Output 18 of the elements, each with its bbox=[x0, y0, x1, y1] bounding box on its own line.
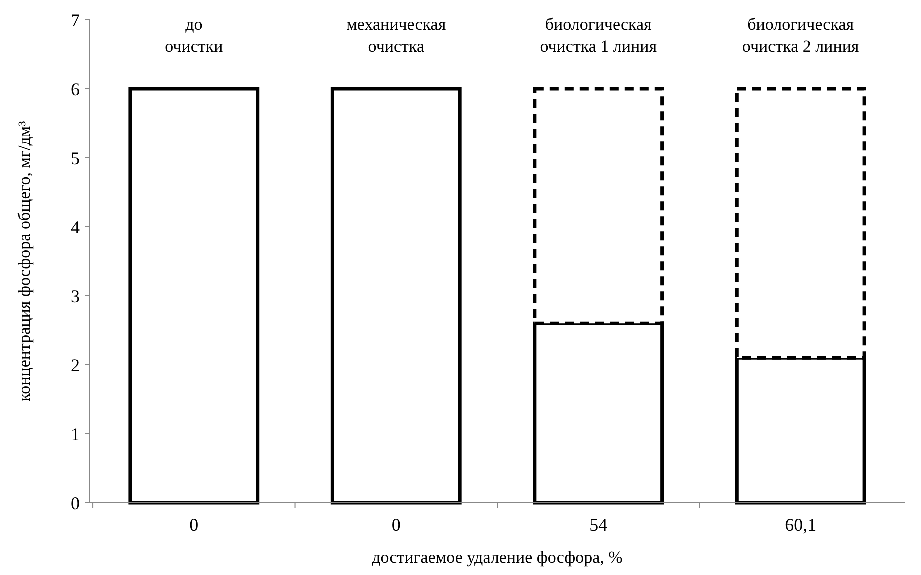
y-tick-label: 3 bbox=[71, 286, 80, 306]
x-tick-label: 0 bbox=[392, 515, 401, 535]
y-tick-label: 6 bbox=[71, 79, 80, 100]
y-tick-label: 4 bbox=[71, 217, 80, 238]
x-tick-label: 60,1 bbox=[785, 515, 817, 535]
annotation: биологическая очистка 1 линия bbox=[540, 15, 658, 56]
annotation: биологическая очистка 2 линия bbox=[742, 15, 860, 56]
y-tick-label: 7 bbox=[71, 10, 80, 30]
annotation: механическая очистка bbox=[346, 15, 446, 56]
y-tick-label: 1 bbox=[71, 424, 80, 444]
y-tick-label: 2 bbox=[71, 355, 80, 376]
y-tick-label: 0 bbox=[71, 493, 80, 514]
y-tick-label: 5 bbox=[71, 148, 80, 168]
x-axis-title: достигаемое удаление фосфора, % bbox=[372, 548, 623, 567]
y-axis-title: концентрация фосфора общего, мг/дм³ bbox=[15, 121, 34, 402]
x-tick-label: 0 bbox=[190, 515, 199, 535]
annotation: до очистки bbox=[165, 15, 224, 56]
x-tick-label: 54 bbox=[590, 515, 608, 535]
